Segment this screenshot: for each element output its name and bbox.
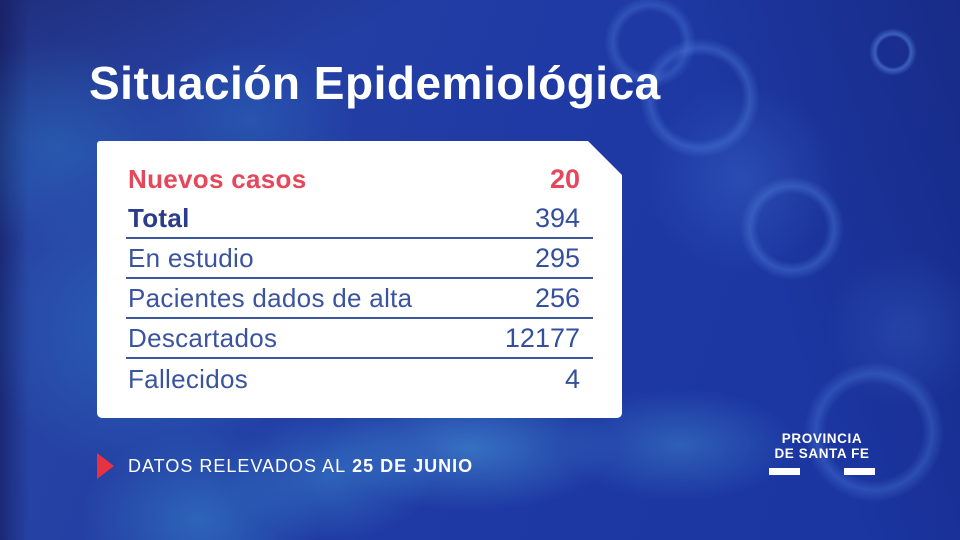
row-value: 394	[534, 202, 580, 233]
row-value: 4	[564, 363, 580, 394]
provincia-santa-fe-logo: PROVINCIA DE SANTA FE	[769, 431, 875, 475]
row-value: 256	[534, 282, 580, 313]
logo-bars	[769, 468, 875, 475]
stats-card: Nuevos casos 20 Total 394 En estudio 295…	[97, 141, 622, 418]
logo-line1: PROVINCIA	[781, 431, 863, 446]
table-row-fallecidos: Fallecidos 4	[126, 359, 593, 399]
row-label: Total	[128, 202, 190, 233]
table-row-total: Total 394	[126, 199, 593, 239]
row-label: En estudio	[128, 242, 254, 273]
row-value: 20	[549, 163, 580, 194]
logo-line2: DE SANTA FE	[774, 446, 870, 461]
page-title: Situación Epidemiológica	[89, 57, 661, 109]
row-label: Fallecidos	[128, 363, 249, 394]
row-label: Nuevos casos	[128, 163, 307, 194]
note-prefix: DATOS RELEVADOS AL	[128, 455, 347, 476]
table-row-descartados: Descartados 12177	[126, 319, 593, 359]
play-triangle-icon	[97, 453, 114, 479]
table-row-nuevos-casos: Nuevos casos 20	[126, 159, 593, 199]
row-value: 12177	[504, 322, 580, 353]
row-label: Pacientes dados de alta	[128, 282, 413, 313]
table-row-pacientes-alta: Pacientes dados de alta 256	[126, 279, 593, 319]
note-date: 25 DE JUNIO	[352, 455, 474, 476]
row-label: Descartados	[128, 322, 278, 353]
logo-bar-right	[844, 468, 875, 475]
row-value: 295	[534, 242, 580, 273]
table-row-en-estudio: En estudio 295	[126, 239, 593, 279]
logo-bar-left	[769, 468, 800, 475]
data-date-note: DATOS RELEVADOS AL 25 DE JUNIO	[97, 453, 473, 479]
